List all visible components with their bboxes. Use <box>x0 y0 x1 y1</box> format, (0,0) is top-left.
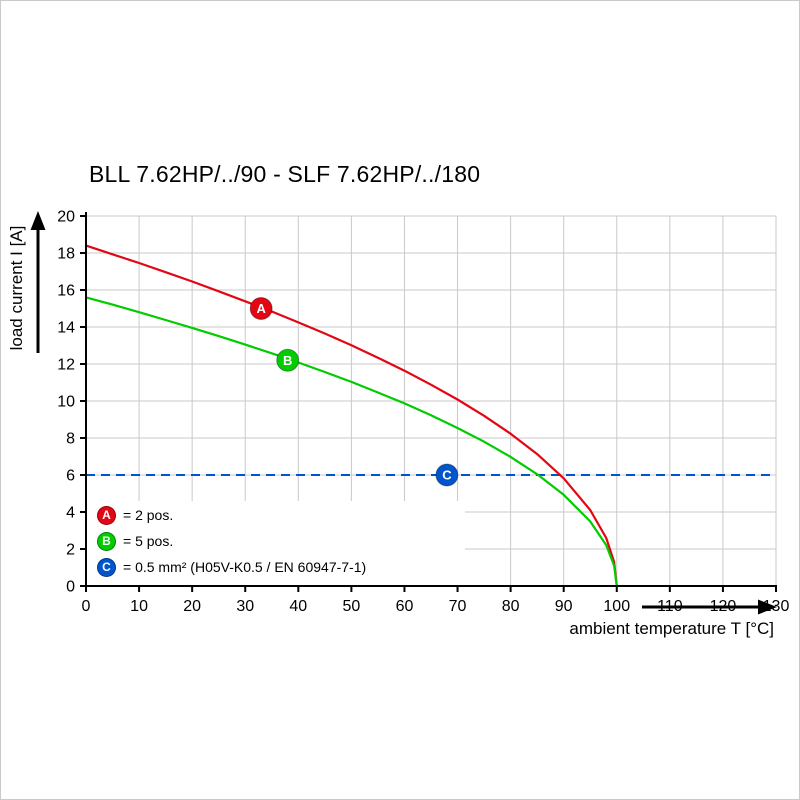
svg-text:0: 0 <box>82 598 91 615</box>
svg-text:50: 50 <box>342 598 360 615</box>
svg-text:18: 18 <box>57 246 75 263</box>
chart-legend: A = 2 pos. B = 5 pos. C = 0.5 mm² (H05V-… <box>97 502 366 580</box>
svg-text:20: 20 <box>183 598 201 615</box>
svg-text:90: 90 <box>555 598 573 615</box>
legend-label-c: = 0.5 mm² (H05V-K0.5 / EN 60947-7-1) <box>123 559 367 575</box>
svg-text:10: 10 <box>130 598 148 615</box>
svg-text:0: 0 <box>66 579 75 596</box>
svg-text:80: 80 <box>502 598 520 615</box>
y-axis-label: load current I [A] <box>7 225 26 351</box>
svg-text:10: 10 <box>57 394 75 411</box>
svg-text:130: 130 <box>763 598 790 615</box>
svg-text:6: 6 <box>66 468 75 485</box>
svg-text:70: 70 <box>449 598 467 615</box>
svg-text:8: 8 <box>66 431 75 448</box>
svg-text:20: 20 <box>57 209 75 226</box>
svg-text:C: C <box>442 468 452 483</box>
svg-text:2: 2 <box>66 542 75 559</box>
svg-text:12: 12 <box>57 357 75 374</box>
svg-text:B: B <box>283 353 292 368</box>
legend-item-c: C = 0.5 mm² (H05V-K0.5 / EN 60947-7-1) <box>97 554 366 580</box>
legend-item-b: B = 5 pos. <box>97 528 366 554</box>
svg-text:4: 4 <box>66 505 75 522</box>
legend-label-b: = 5 pos. <box>123 533 174 549</box>
series-b-marker-icon: B <box>97 531 116 551</box>
legend-label-a: = 2 pos. <box>123 507 174 523</box>
svg-text:A: A <box>256 301 266 316</box>
x-axis-label: ambient temperature T [°C] <box>569 619 774 638</box>
chart-title: BLL 7.62HP/../90 - SLF 7.62HP/../180 <box>89 161 481 187</box>
legend-item-a: A = 2 pos. <box>97 502 366 528</box>
svg-text:100: 100 <box>603 598 630 615</box>
series-c-marker-icon: C <box>97 557 116 577</box>
svg-text:60: 60 <box>396 598 414 615</box>
svg-text:16: 16 <box>57 283 75 300</box>
svg-text:40: 40 <box>289 598 307 615</box>
svg-text:14: 14 <box>57 320 75 337</box>
series-a-marker-icon: A <box>97 505 116 525</box>
svg-text:30: 30 <box>236 598 254 615</box>
